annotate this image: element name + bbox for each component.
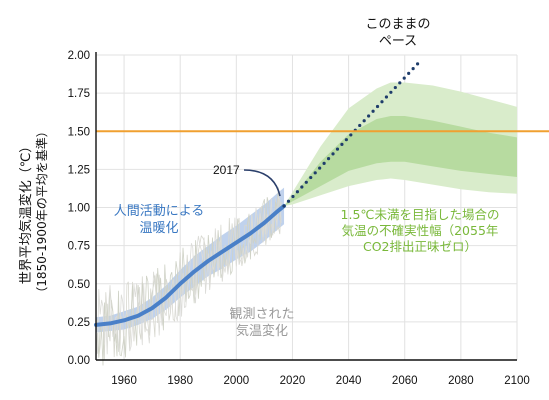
x-tick-label-3: 2020: [280, 375, 306, 387]
y-axis-label-line2: （1850-1900年の平均を基準）: [34, 125, 49, 298]
y-tick-labels: 0.00 0.25 0.50 0.75 1.00 1.25 1.50 1.75 2.00: [68, 50, 90, 367]
x-tick-label-5: 2060: [392, 375, 418, 387]
label-range-line1: 1.5℃未満を目指した場合の: [341, 207, 500, 222]
label-range-line3: CO2排出正味ゼロ）: [363, 239, 477, 254]
label-2017: 2017: [213, 163, 240, 177]
x-tick-label-7: 2100: [504, 375, 530, 387]
label-observed-line1: 観測された: [229, 307, 294, 322]
y-tick-label-0: 0.00: [68, 355, 90, 367]
label-human-line1: 人間活動による: [114, 204, 205, 219]
y-tick-label-5: 1.25: [68, 164, 90, 176]
label-pace-line2: ペース: [379, 34, 417, 49]
observed-trace-2: [95, 196, 282, 355]
y-tick-label-7: 1.75: [68, 88, 90, 100]
y-tick-label-4: 1.00: [68, 203, 90, 215]
x-tick-labels: 1960 1980 2000 2020 2040 2060 2080 2100: [111, 375, 530, 387]
label-human-line2: 温暖化: [139, 221, 178, 236]
axes: [95, 52, 517, 361]
label-pace-line1: このままの: [365, 17, 430, 32]
human-induced-band: [96, 187, 285, 333]
series-lines: [94, 61, 549, 327]
x-tick-label-4: 2040: [336, 375, 362, 387]
human-induced-line: [94, 203, 287, 327]
y-tick-label-2: 0.50: [68, 279, 90, 291]
x-tick-label-6: 2080: [448, 375, 474, 387]
y-tick-label-6: 1.50: [68, 126, 90, 138]
label-observed-line2: 気温変化: [236, 323, 288, 339]
y-tick-label-3: 0.75: [68, 241, 90, 253]
range-inner-band: [284, 116, 517, 206]
y-tick-label-1: 0.25: [68, 317, 90, 329]
observed-temperature-traces: [95, 187, 282, 366]
label-range-line2: 気温の不確実性幅（2055年: [342, 223, 499, 238]
callout-2017-arrow: [243, 169, 281, 197]
y-tick-label-8: 2.00: [68, 50, 90, 62]
x-tick-label-2: 2000: [224, 375, 250, 387]
y-axis-label-line1: 世界平均気温変化（℃）: [18, 140, 34, 285]
uncertainty-bands: [96, 82, 517, 333]
x-tick-label-0: 1960: [111, 375, 137, 387]
current-pace-line: [282, 61, 421, 208]
x-tick-label-1: 1980: [167, 375, 193, 387]
